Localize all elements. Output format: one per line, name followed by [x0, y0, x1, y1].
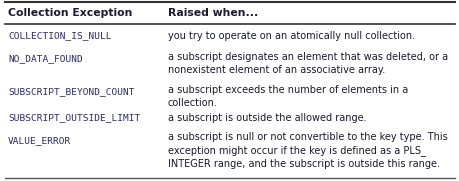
Text: Collection Exception: Collection Exception: [8, 8, 132, 18]
Text: NO_DATA_FOUND: NO_DATA_FOUND: [8, 54, 83, 64]
Text: a subscript designates an element that was deleted, or a
nonexistent element of : a subscript designates an element that w…: [168, 52, 447, 75]
Text: VALUE_ERROR: VALUE_ERROR: [8, 136, 71, 146]
Text: a subscript exceeds the number of elements in a
collection.: a subscript exceeds the number of elemen…: [168, 85, 408, 108]
Text: a subscript is null or not convertible to the key type. This
exception might occ: a subscript is null or not convertible t…: [168, 132, 447, 169]
Text: a subscript is outside the allowed range.: a subscript is outside the allowed range…: [168, 113, 366, 123]
Text: SUBSCRIPT_BEYOND_COUNT: SUBSCRIPT_BEYOND_COUNT: [8, 87, 134, 96]
Text: COLLECTION_IS_NULL: COLLECTION_IS_NULL: [8, 31, 111, 41]
Text: you try to operate on an atomically null collection.: you try to operate on an atomically null…: [168, 31, 414, 41]
Text: Raised when...: Raised when...: [168, 8, 257, 18]
Text: SUBSCRIPT_OUTSIDE_LIMIT: SUBSCRIPT_OUTSIDE_LIMIT: [8, 113, 140, 123]
